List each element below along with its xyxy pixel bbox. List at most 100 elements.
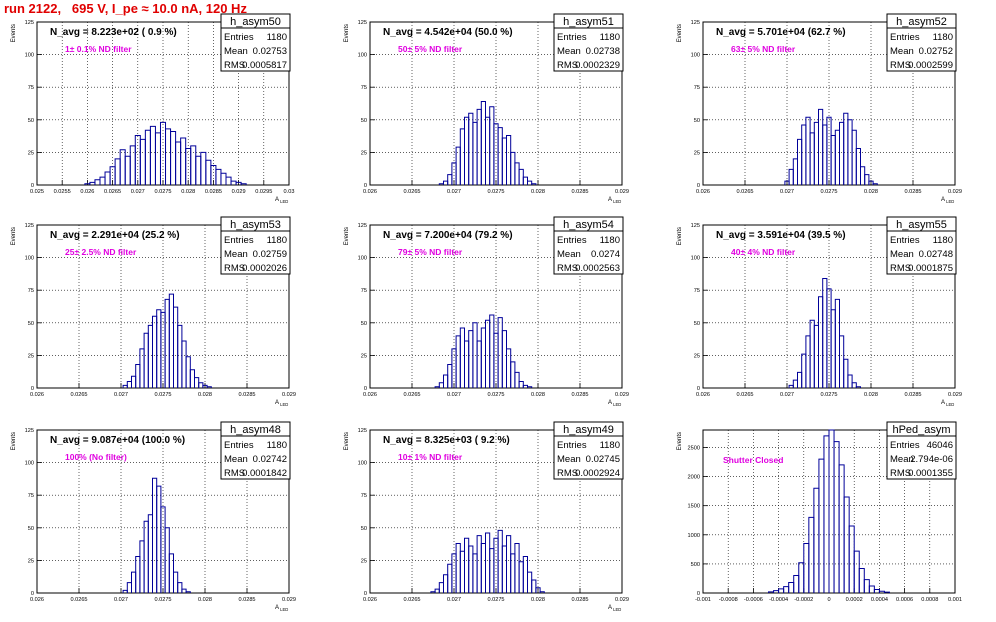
stats-label-rms: RMS: [224, 60, 245, 71]
histogram-bin: [855, 386, 861, 388]
stats-value-mean: 0.02742: [253, 454, 287, 465]
histogram-bin: [822, 124, 828, 185]
histogram-bin: [834, 298, 840, 388]
y-tick-label: 75: [28, 493, 34, 499]
x-tick-label: 0.028: [531, 189, 545, 195]
x-tick-label: 0.027: [131, 189, 145, 195]
y-tick-label: 100: [691, 53, 700, 59]
filter-annotation: 50± 5% ND filter: [398, 44, 463, 54]
n-avg-label: N_avg = 7.200e+04 (79.2 %): [383, 230, 513, 241]
x-tick-label: 0.029: [232, 189, 246, 195]
histogram-bin: [798, 562, 805, 593]
histogram-bin: [156, 485, 162, 593]
histogram-bin: [872, 183, 878, 185]
n-avg-label: N_avg = 8.325e+03 ( 9.2 %): [383, 435, 510, 446]
histogram-bin: [527, 386, 533, 388]
stats-title: h_asym50: [230, 16, 281, 28]
histogram-bin: [173, 306, 179, 388]
stats-label-rms: RMS: [557, 60, 578, 71]
histogram-panel-h_asym50: 0.025 0.0255 0.026 0.0265 0.027 0.0275 0.028 0.…: [11, 13, 294, 204]
y-tick-label: 0: [31, 183, 34, 189]
filter-annotation: 63± 5% ND filter: [731, 44, 796, 54]
n-avg-label: N_avg = 8.223e+02 ( 0.9 %): [50, 27, 177, 38]
y-tick-label: 75: [28, 85, 34, 91]
histogram-bin: [514, 371, 520, 388]
x-tick-label: 0.025: [30, 189, 44, 195]
histogram-bin: [497, 317, 503, 388]
x-tick-label: 0.028: [198, 392, 212, 398]
histogram-bin: [485, 116, 491, 185]
stats-label-rms: RMS: [224, 468, 245, 479]
y-tick-label: 50: [361, 321, 367, 327]
stats-label-entries: Entries: [224, 235, 254, 246]
x-tick-label: 0.0265: [104, 189, 121, 195]
histogram-bin: [864, 174, 870, 185]
stats-label-mean: Mean: [224, 249, 248, 260]
histogram-bin: [131, 375, 137, 388]
histogram-bin: [809, 319, 815, 388]
histogram-bin: [443, 180, 449, 185]
histogram-bin: [518, 168, 524, 185]
histogram-bin: [455, 542, 461, 593]
y-tick-label: 125: [25, 20, 34, 26]
y-tick-label: 50: [28, 321, 34, 327]
histogram-bin: [803, 543, 810, 593]
x-tick-label: 0.027: [447, 189, 461, 195]
histogram-bin: [797, 138, 803, 185]
histogram-bin: [822, 277, 828, 388]
stats-box: [886, 216, 957, 275]
y-tick-label: 25: [361, 558, 367, 564]
y-tick-label: 100: [358, 53, 367, 59]
x-tick-label: 0.0285: [904, 189, 921, 195]
histogram-panel-h_asym53: 0.026 0.0265 0.027 0.0275 0.028 0.0285 0.029 0 2…: [11, 216, 296, 407]
histogram-panel-h_asym51: 0.026 0.0265 0.027 0.0275 0.028 0.0285 0.029 0 2…: [344, 13, 629, 204]
histogram-bin: [792, 379, 798, 388]
histogram-bin: [797, 371, 803, 388]
stats-value-entries: 1180: [600, 440, 620, 451]
stats-title: h_asym49: [563, 424, 614, 436]
histogram-bin: [485, 532, 491, 593]
x-tick-label: 0.026: [363, 597, 377, 603]
stats-box: [886, 13, 957, 72]
x-axis-label: A LED: [275, 400, 288, 407]
y-tick-label: 75: [361, 493, 367, 499]
x-tick-label: 0.0285: [238, 392, 255, 398]
histogram-bin: [177, 582, 183, 593]
stats-box: [220, 216, 291, 275]
histogram-bin: [459, 550, 465, 593]
filter-annotation: 79± 5% ND filter: [398, 247, 463, 257]
x-tick-label: 0.0004: [871, 597, 888, 603]
histogram-bin: [851, 382, 857, 388]
x-tick-label: 0.0265: [403, 392, 420, 398]
histogram-panel-hPed_asym: -0.001 -0.0008 -0.0006 -0.0004 -0.0002 0 0.000…: [677, 421, 962, 603]
histogram-bin: [868, 180, 874, 185]
histogram-bin: [801, 124, 807, 185]
stats-value-rms: 0.0002026: [242, 263, 287, 274]
histogram-bin: [843, 358, 849, 388]
stats-label-rms: RMS: [890, 263, 911, 274]
histogram-bin: [443, 574, 449, 593]
x-tick-label: -0.0004: [769, 597, 788, 603]
filter-annotation: Shutter Closed: [723, 455, 783, 465]
histogram-bin: [868, 585, 875, 593]
histogram-bin: [459, 327, 465, 388]
histogram-bin: [143, 332, 149, 388]
histogram-bin: [240, 183, 247, 185]
stats-value-entries: 46046: [927, 440, 953, 451]
x-tick-label: 0.0265: [403, 189, 420, 195]
stats-title: h_asym52: [896, 16, 947, 28]
x-tick-label: 0.0265: [736, 392, 753, 398]
x-tick-label: 0.028: [531, 392, 545, 398]
y-axis-label: Events: [344, 227, 350, 245]
x-tick-label: 0: [827, 597, 830, 603]
histogram-bin: [206, 386, 212, 388]
histogram-bin: [847, 374, 853, 388]
histogram-bin: [830, 309, 836, 388]
histogram-bin: [510, 151, 516, 185]
histogram-bin: [506, 134, 512, 185]
x-tick-label: 0.026: [363, 189, 377, 195]
histogram-bin: [139, 540, 145, 593]
histogram-bin: [154, 132, 161, 185]
histogram-bin: [813, 324, 819, 388]
histogram-bin: [131, 571, 137, 593]
